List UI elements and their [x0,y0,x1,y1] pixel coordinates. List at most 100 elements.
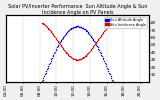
Point [48,63,50,65]
Point [84,55,87,56]
Point [47,65,50,67]
Point [76,26,78,27]
Point [74,26,77,27]
Point [101,32,104,34]
Point [76,26,79,27]
Point [79,26,81,28]
Point [60,39,63,41]
Point [106,26,109,28]
Point [69,28,72,30]
Point [102,58,105,60]
Point [103,30,105,32]
Point [105,28,108,29]
Point [89,49,92,51]
Point [87,32,90,34]
Point [93,40,95,42]
Point [66,31,68,33]
Point [77,26,80,27]
Point [62,48,65,50]
Point [94,43,97,44]
Point [64,50,66,52]
Point [92,39,95,41]
Point [65,52,68,53]
Point [111,22,113,24]
Point [85,30,88,31]
Point [85,54,88,56]
Point [99,51,101,52]
Point [84,29,86,30]
Point [93,44,95,46]
Point [73,58,75,60]
Point [81,27,84,29]
Point [108,25,110,26]
Point [77,59,80,60]
Point [60,45,63,47]
Point [41,22,44,24]
Point [109,24,112,25]
Point [72,58,75,60]
Point [43,75,45,77]
Point [104,29,107,30]
Point [54,37,57,39]
Point [102,31,105,33]
Point [95,44,98,46]
Point [88,51,90,52]
Point [78,59,80,60]
Point [46,67,49,68]
Point [106,67,108,68]
Point [56,45,59,47]
Point [53,35,55,37]
Point [110,23,113,25]
Point [44,72,47,74]
Point [99,36,101,38]
Point [107,26,110,27]
Point [63,35,65,36]
Point [87,52,90,53]
Point [96,47,99,48]
Point [104,62,106,63]
Point [61,38,63,40]
Point [48,62,51,63]
Point [112,22,114,23]
Point [45,26,48,27]
Point [84,29,87,31]
Point [56,40,59,42]
Point [68,29,71,30]
Point [59,41,61,43]
Point [48,29,50,30]
Point [55,48,57,50]
Point [73,26,75,28]
Point [90,36,93,37]
Point [53,52,55,54]
Point [90,48,93,50]
Point [64,34,66,35]
Point [54,36,56,38]
Point [71,27,73,29]
Point [96,45,98,47]
Point [44,74,46,75]
Point [65,32,68,34]
Point [52,34,55,36]
Point [64,33,67,34]
Title: Solar PV/Inverter Performance  Sun Altitude Angle & Sun Incidence Angle on PV Pa: Solar PV/Inverter Performance Sun Altitu… [8,4,147,15]
Point [97,38,100,40]
Point [50,31,52,33]
Point [109,75,112,77]
Point [78,26,80,27]
Point [94,43,96,45]
Point [89,35,92,36]
Point [66,53,69,55]
Point [54,49,57,51]
Point [79,58,81,60]
Point [106,68,109,70]
Point [81,27,83,28]
Point [100,54,103,55]
Point [51,32,53,34]
Point [72,26,75,28]
Point [100,34,103,36]
Point [67,54,70,56]
Point [75,26,78,27]
Point [68,29,70,31]
Point [105,65,108,67]
Point [48,30,51,31]
